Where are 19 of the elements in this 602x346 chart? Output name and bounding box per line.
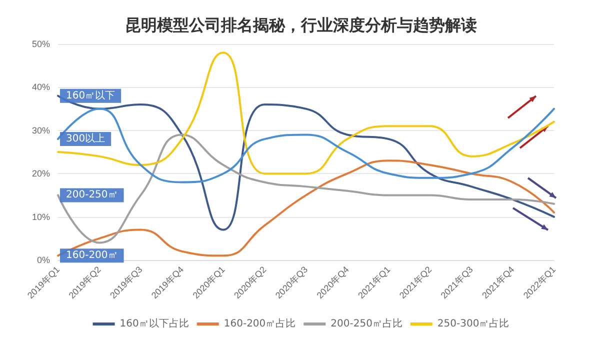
y-tick-label: 40%	[32, 82, 50, 92]
legend-label: 200-250㎡占比	[330, 318, 402, 330]
y-tick-label: 20%	[32, 168, 50, 179]
y-tick-label: 50%	[32, 39, 50, 49]
line-series	[57, 134, 555, 244]
annotation: 200-250㎡	[66, 190, 118, 201]
legend-label: 160㎡以下占比	[120, 318, 189, 330]
line-series	[57, 108, 555, 184]
legend-label: 250-300㎡占比	[437, 318, 510, 330]
legend-label: 160-200㎡占比	[224, 318, 296, 330]
line-series	[57, 52, 555, 175]
y-tick-label: 10%	[32, 212, 50, 222]
y-tick-label: 0%	[36, 255, 50, 265]
annotation: 300以上	[66, 132, 106, 145]
annotation: 160㎡以下	[66, 89, 116, 102]
line-series	[57, 160, 555, 257]
y-tick-label: 30%	[32, 125, 50, 136]
annotation: 160-200㎡	[66, 250, 118, 262]
chart-title: 昆明模型公司排名揭秘，行业深度分析与趋势解读	[125, 16, 477, 34]
